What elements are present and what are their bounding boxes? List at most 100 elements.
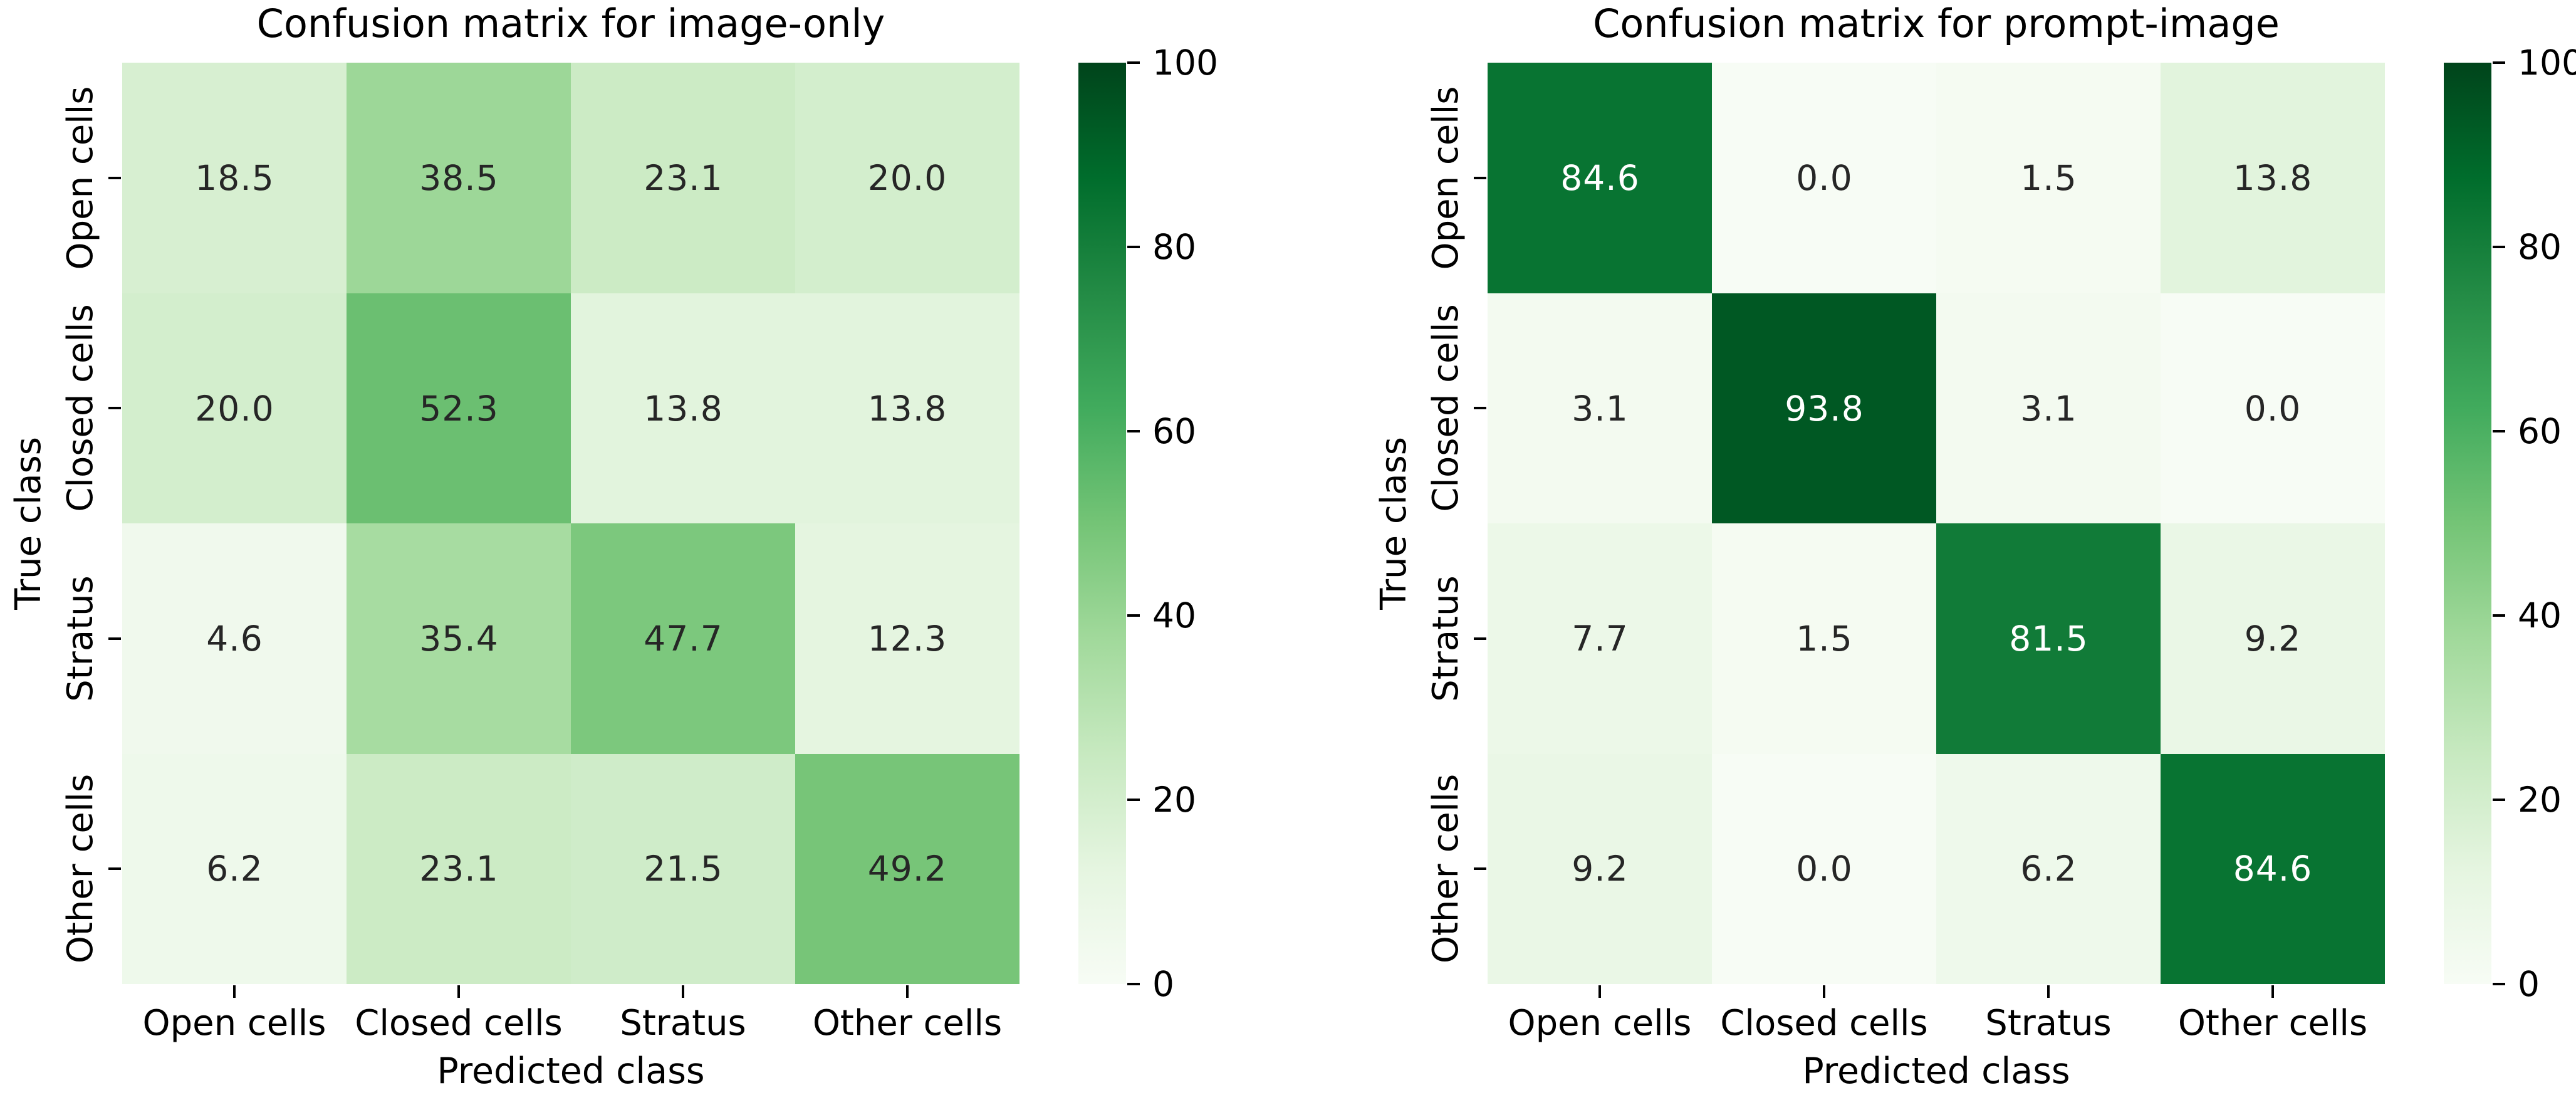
heatmap-cell: 3.1 — [1936, 293, 2161, 524]
x-tick-mark — [457, 985, 460, 998]
y-tick-mark — [108, 176, 121, 179]
y-tick-mark — [108, 867, 121, 871]
heatmap-cell: 52.3 — [347, 293, 571, 524]
cell-value: 13.8 — [644, 388, 723, 429]
heatmap-cell: 1.5 — [1712, 523, 1937, 755]
colorbar-tick-label: 0 — [1152, 964, 1174, 1004]
x-tick-label: Other cells — [812, 1003, 1003, 1044]
x-axis-label: Predicted class — [437, 1050, 705, 1092]
y-tick-mark — [1474, 407, 1486, 410]
y-tick-mark — [108, 407, 121, 410]
cell-value: 6.2 — [2020, 849, 2077, 889]
colorbar-tick-label: 100 — [1152, 43, 1218, 83]
cell-value: 52.3 — [419, 388, 499, 429]
colorbar-tick-label: 20 — [2518, 780, 2562, 820]
heatmap-cell: 20.0 — [122, 293, 347, 524]
colorbar-tick-mark — [2493, 614, 2505, 617]
colorbar-tick-label: 100 — [2518, 43, 2576, 83]
heatmap-cell: 0.0 — [2161, 293, 2385, 524]
plot-title: Confusion matrix for image-only — [256, 1, 885, 46]
cell-value: 93.8 — [1785, 388, 1864, 429]
colorbar-tick-mark — [1127, 246, 1140, 248]
colorbar-tick-mark — [1127, 983, 1140, 985]
x-tick-mark — [1823, 985, 1825, 998]
colorbar-tick-label: 0 — [2518, 964, 2540, 1004]
colorbar-tick-mark — [2493, 430, 2505, 432]
cell-value: 81.5 — [2009, 619, 2088, 659]
heatmap-cell: 35.4 — [347, 523, 571, 755]
x-tick-label: Closed cells — [1720, 1003, 1928, 1044]
cell-value: 3.1 — [2020, 388, 2077, 429]
heatmap-cell: 13.8 — [571, 293, 796, 524]
cell-value: 35.4 — [419, 619, 499, 659]
cell-value: 21.5 — [644, 849, 723, 889]
heatmap-cell: 23.1 — [571, 63, 796, 294]
heatmap-cell: 0.0 — [1712, 63, 1937, 294]
heatmap-cell: 81.5 — [1936, 523, 2161, 755]
heatmap-grid: 18.5 38.5 23.1 20.0 20.0 52.3 13.8 13.8 4.6 35.4 4… — [122, 63, 1019, 984]
y-axis-label: True class — [1374, 437, 1414, 610]
x-tick-label: Other cells — [2177, 1003, 2368, 1044]
y-tick-mark — [1474, 176, 1486, 179]
cell-value: 47.7 — [644, 619, 723, 659]
cell-value: 6.2 — [206, 849, 263, 889]
cell-value: 18.5 — [195, 158, 274, 199]
colorbar-tick-mark — [2493, 799, 2505, 801]
cell-value: 0.0 — [2244, 388, 2302, 429]
colorbar-tick-mark — [1127, 799, 1140, 801]
heatmap-cell: 0.0 — [1712, 753, 1937, 984]
cell-value: 9.2 — [2244, 619, 2302, 659]
y-axis-label: True class — [8, 437, 49, 610]
cell-value: 0.0 — [1796, 849, 1853, 889]
cell-value: 84.6 — [2233, 849, 2313, 889]
colorbar-gradient — [1078, 63, 1126, 984]
colorbar-tick-mark — [1127, 430, 1140, 432]
x-tick-mark — [2271, 985, 2274, 998]
heatmap-cell: 47.7 — [571, 523, 796, 755]
heatmap-cell: 4.6 — [122, 523, 347, 755]
x-tick-label: Open cells — [1508, 1003, 1692, 1044]
cell-value: 49.2 — [867, 849, 947, 889]
cell-value: 1.5 — [2020, 158, 2077, 199]
x-tick-label: Closed cells — [355, 1003, 563, 1044]
heatmap-cell: 38.5 — [347, 63, 571, 294]
heatmap-cell: 49.2 — [795, 753, 1019, 984]
x-axis-label: Predicted class — [1802, 1050, 2070, 1092]
cell-value: 3.1 — [1572, 388, 1629, 429]
x-tick-mark — [906, 985, 909, 998]
y-tick-label: Other cells — [1426, 774, 1466, 964]
cell-value: 12.3 — [867, 619, 947, 659]
cell-value: 38.5 — [419, 158, 499, 199]
plot-title: Confusion matrix for prompt-image — [1593, 1, 2280, 46]
x-tick-mark — [233, 985, 236, 998]
x-tick-mark — [682, 985, 684, 998]
heatmap-cell: 84.6 — [1488, 63, 1713, 294]
y-tick-mark — [1474, 867, 1486, 871]
colorbar-tick-label: 80 — [2518, 227, 2562, 267]
colorbar-tick-label: 40 — [2518, 595, 2562, 636]
heatmap-cell: 7.7 — [1488, 523, 1713, 755]
cell-value: 20.0 — [195, 388, 274, 429]
colorbar-tick-mark — [2493, 246, 2505, 248]
colorbar-tick-mark — [2493, 983, 2505, 985]
cell-value: 13.8 — [867, 388, 947, 429]
cell-value: 20.0 — [867, 158, 947, 199]
cell-value: 23.1 — [419, 849, 499, 889]
x-tick-label: Stratus — [1985, 1003, 2112, 1044]
cell-value: 0.0 — [1796, 158, 1853, 199]
heatmap-cell: 21.5 — [571, 753, 796, 984]
heatmap-cell: 23.1 — [347, 753, 571, 984]
colorbar-tick-label: 60 — [2518, 411, 2562, 451]
cell-value: 84.6 — [1560, 158, 1640, 199]
colorbar-tick-label: 20 — [1152, 780, 1196, 820]
x-tick-mark — [1598, 985, 1601, 998]
y-tick-mark — [1474, 637, 1486, 640]
heatmap-cell: 9.2 — [2161, 523, 2385, 755]
heatmap-cell: 12.3 — [795, 523, 1019, 755]
cell-value: 1.5 — [1796, 619, 1853, 659]
heatmap-cell: 9.2 — [1488, 753, 1713, 984]
heatmap-cell: 20.0 — [795, 63, 1019, 294]
heatmap-cell: 6.2 — [1936, 753, 2161, 984]
cell-value: 7.7 — [1572, 619, 1629, 659]
